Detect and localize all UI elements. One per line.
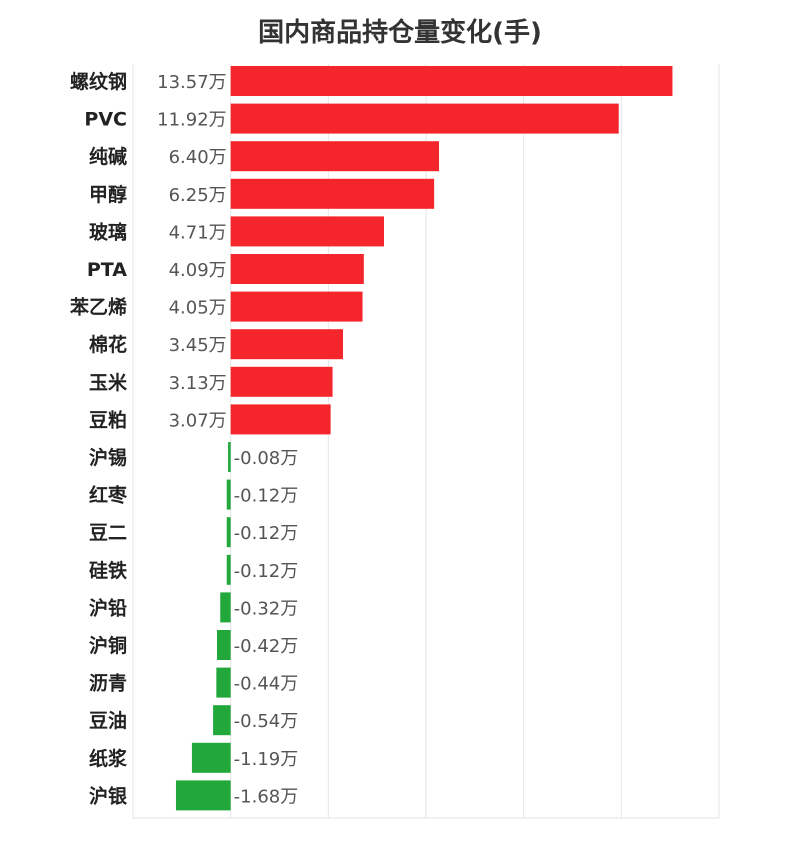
value-label: -0.42万: [234, 636, 299, 657]
bar-10: [228, 442, 231, 472]
value-label: -0.44万: [234, 674, 299, 695]
bar-11: [226, 479, 231, 510]
value-label: 4.05万: [169, 298, 227, 319]
bar-12: [226, 517, 231, 548]
category-label: 苯乙烯: [69, 296, 127, 319]
category-label: 玉米: [89, 371, 128, 394]
category-label: 棉花: [89, 333, 127, 356]
bar-6: [230, 291, 363, 322]
bar-19: [175, 780, 231, 811]
category-label: 沪银: [89, 784, 128, 807]
category-label: 沪锡: [89, 446, 127, 469]
category-label: 沥青: [89, 673, 127, 695]
bar-18: [191, 742, 231, 773]
value-label: 3.13万: [169, 373, 227, 394]
value-label: 11.92万: [157, 110, 227, 131]
value-label: 4.09万: [169, 260, 227, 281]
category-label: PTA: [87, 259, 127, 281]
category-label: 红枣: [89, 484, 128, 507]
category-label: 螺纹钢: [70, 70, 127, 93]
category-label: 纸浆: [89, 747, 128, 770]
bar-0: [230, 66, 673, 96]
value-label: -0.12万: [234, 486, 299, 507]
bar-4: [230, 216, 385, 247]
bar-13: [226, 554, 231, 585]
grid-layer: [132, 64, 720, 819]
category-label: PVC: [84, 109, 127, 131]
bar-9: [230, 404, 331, 435]
category-label: 沪铜: [89, 634, 127, 657]
value-label: -1.68万: [234, 786, 299, 807]
category-label: 纯碱: [89, 145, 127, 168]
value-label: 6.25万: [169, 185, 227, 206]
value-label: 3.07万: [169, 410, 227, 431]
bar-5: [230, 254, 364, 284]
category-label: 硅铁: [89, 559, 127, 582]
category-label: 沪铅: [89, 596, 127, 619]
bar-2: [230, 141, 440, 172]
bar-8: [230, 366, 333, 397]
value-label: -0.12万: [234, 561, 299, 582]
value-label: -0.12万: [234, 523, 299, 544]
value-label: -0.32万: [234, 598, 299, 619]
value-label: 4.71万: [169, 222, 227, 243]
category-label: 豆二: [89, 522, 127, 544]
value-label: 6.40万: [169, 147, 227, 168]
chart-title: 国内商品持仓量变化(手): [258, 18, 542, 48]
bar-16: [216, 667, 231, 698]
bar-17: [213, 705, 231, 736]
bar-layer: [175, 66, 673, 811]
bar-1: [230, 103, 619, 134]
category-label: 豆油: [89, 710, 127, 732]
bar-7: [230, 329, 343, 360]
category-label: 豆粕: [89, 408, 127, 431]
bar-15: [216, 630, 231, 660]
value-label: -1.19万: [234, 749, 299, 770]
value-label: 3.45万: [169, 335, 227, 356]
category-label: 玻璃: [89, 220, 127, 243]
bar-14: [220, 592, 231, 623]
value-label: 13.57万: [157, 72, 227, 93]
bar-3: [230, 178, 435, 209]
value-label: -0.08万: [234, 448, 299, 469]
category-label: 甲醇: [89, 183, 127, 206]
value-label: -0.54万: [234, 711, 299, 732]
